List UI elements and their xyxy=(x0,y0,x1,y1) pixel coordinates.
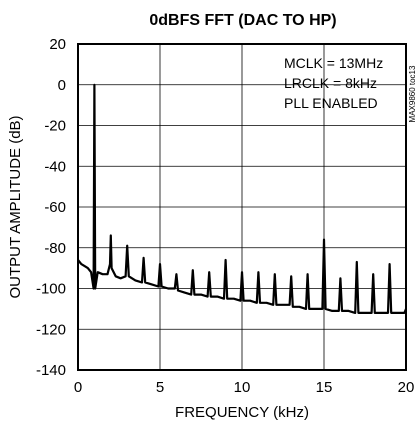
y-tick-label-8: -140 xyxy=(36,362,66,379)
y-tick-label-6: -100 xyxy=(36,281,66,298)
x-tick-label-0: 0 xyxy=(74,379,82,396)
annotation-pll: PLL ENABLED xyxy=(284,95,378,111)
tick-labels: 0 5 10 15 20 20 0 -20 -40 -60 -80 -100 -120 -140 xyxy=(36,36,414,396)
plot-frame xyxy=(77,43,407,371)
y-tick-label-2: -20 xyxy=(44,118,66,135)
grid xyxy=(78,44,406,370)
y-axis-label: OUTPUT AMPLITUDE (dB) xyxy=(7,115,24,298)
y-tick-label-3: -40 xyxy=(44,158,66,175)
x-tick-label-3: 15 xyxy=(316,379,333,396)
y-tick-label-1: 0 xyxy=(58,77,66,94)
y-tick-label-4: -60 xyxy=(44,199,66,216)
y-tick-label-0: 20 xyxy=(49,36,66,53)
y-tick-label-5: -80 xyxy=(44,240,66,257)
x-tick-label-4: 20 xyxy=(398,379,415,396)
chart-title: 0dBFS FFT (DAC TO HP) xyxy=(149,12,336,29)
annotation-mclk: MCLK = 13MHz xyxy=(284,55,383,71)
y-tick-label-7: -120 xyxy=(36,321,66,338)
x-tick-label-2: 10 xyxy=(234,379,251,396)
x-axis-label: FREQUENCY (kHz) xyxy=(175,404,309,421)
annotation-lrclk: LRCLK = 8kHz xyxy=(284,75,377,91)
part-number: MAX9860 toc13 xyxy=(408,65,417,122)
fft-series-line xyxy=(77,83,408,314)
x-tick-label-1: 5 xyxy=(156,379,164,396)
